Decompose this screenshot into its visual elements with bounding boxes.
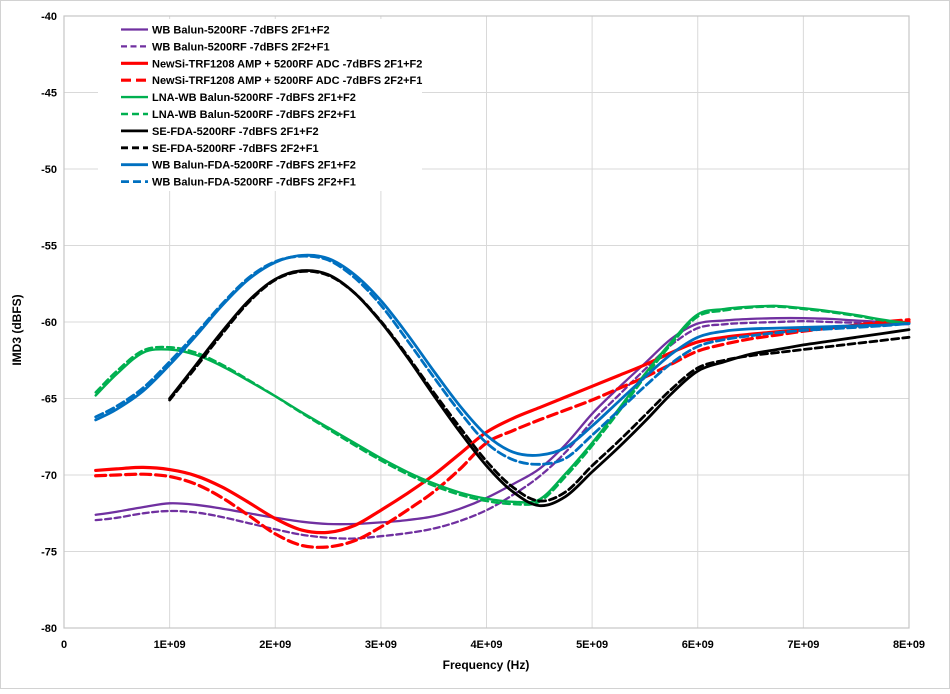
series-line-5 bbox=[94, 305, 911, 506]
x-tick-label: 5E+09 bbox=[576, 639, 608, 651]
legend-item: WB Balun-FDA-5200RF -7dBFS 2F1+F2 bbox=[121, 160, 356, 172]
series-line-7 bbox=[168, 269, 911, 503]
y-tick-label: -55 bbox=[41, 241, 57, 253]
x-tick-label: 7E+09 bbox=[787, 639, 819, 651]
y-tick-label: -40 bbox=[41, 11, 57, 23]
legend-label: SE-FDA-5200RF -7dBFS 2F2+F1 bbox=[152, 143, 319, 155]
y-tick-label: -60 bbox=[41, 317, 57, 329]
legend-label: WB Balun-FDA-5200RF -7dBFS 2F2+F1 bbox=[152, 177, 356, 189]
legend-item: WB Balun-5200RF -7dBFS 2F2+F1 bbox=[121, 41, 330, 53]
legend-background bbox=[98, 19, 422, 191]
y-tick-label: -50 bbox=[41, 164, 57, 176]
y-tick-label: -65 bbox=[41, 394, 57, 406]
x-tick-label: 0 bbox=[61, 639, 67, 651]
legend-item: LNA-WB Balun-5200RF -7dBFS 2F1+F2 bbox=[121, 92, 356, 104]
legend-item: WB Balun-5200RF -7dBFS 2F1+F2 bbox=[121, 25, 330, 37]
x-tick-label: 3E+09 bbox=[365, 639, 397, 651]
legend-label: SE-FDA-5200RF -7dBFS 2F1+F2 bbox=[152, 126, 319, 138]
y-axis-title: IMD3 (dBFS) bbox=[10, 294, 24, 365]
series-line-3 bbox=[94, 318, 911, 549]
x-axis-title: Frequency (Hz) bbox=[443, 658, 530, 672]
y-tick-label: -70 bbox=[41, 470, 57, 482]
legend-label: WB Balun-5200RF -7dBFS 2F2+F1 bbox=[152, 41, 330, 53]
x-tick-label: 8E+09 bbox=[893, 639, 925, 651]
legend-item: NewSi-TRF1208 AMP + 5200RF ADC -7dBFS 2F… bbox=[121, 75, 422, 87]
legend-label: NewSi-TRF1208 AMP + 5200RF ADC -7dBFS 2F… bbox=[152, 75, 422, 87]
legend-label: WB Balun-5200RF -7dBFS 2F1+F2 bbox=[152, 25, 330, 37]
y-tick-label: -75 bbox=[41, 547, 57, 559]
legend-label: LNA-WB Balun-5200RF -7dBFS 2F2+F1 bbox=[152, 109, 356, 121]
series-line-0 bbox=[94, 316, 911, 526]
legend-item: LNA-WB Balun-5200RF -7dBFS 2F2+F1 bbox=[121, 109, 356, 121]
series-line-9 bbox=[94, 254, 911, 466]
x-tick-label: 4E+09 bbox=[470, 639, 502, 651]
legend-label: LNA-WB Balun-5200RF -7dBFS 2F1+F2 bbox=[152, 92, 356, 104]
x-axis-tick-labels: 0 1E+09 2E+09 3E+09 4E+09 5E+09 6E+09 7E+09 8E+0… bbox=[61, 639, 925, 651]
legend-item: SE-FDA-5200RF -7dBFS 2F1+F2 bbox=[121, 126, 319, 138]
y-axis-tick-labels: -40 -45 -50 -55 -60 -65 -70 -75 -80 bbox=[41, 11, 57, 635]
legend-label: WB Balun-FDA-5200RF -7dBFS 2F1+F2 bbox=[152, 160, 356, 172]
legend-item: SE-FDA-5200RF -7dBFS 2F2+F1 bbox=[121, 143, 319, 155]
x-tick-label: 6E+09 bbox=[682, 639, 714, 651]
legend-item: WB Balun-FDA-5200RF -7dBFS 2F2+F1 bbox=[121, 177, 356, 189]
legend-label: NewSi-TRF1208 AMP + 5200RF ADC -7dBFS 2F… bbox=[152, 58, 422, 70]
legend-item: NewSi-TRF1208 AMP + 5200RF ADC -7dBFS 2F… bbox=[121, 58, 422, 70]
y-tick-label: -45 bbox=[41, 88, 57, 100]
legend: WB Balun-5200RF -7dBFS 2F1+F2 WB Balun-52… bbox=[98, 19, 422, 191]
y-tick-label: -80 bbox=[41, 623, 57, 635]
x-tick-label: 2E+09 bbox=[259, 639, 291, 651]
series-lines bbox=[94, 253, 911, 549]
x-tick-label: 1E+09 bbox=[154, 639, 186, 651]
